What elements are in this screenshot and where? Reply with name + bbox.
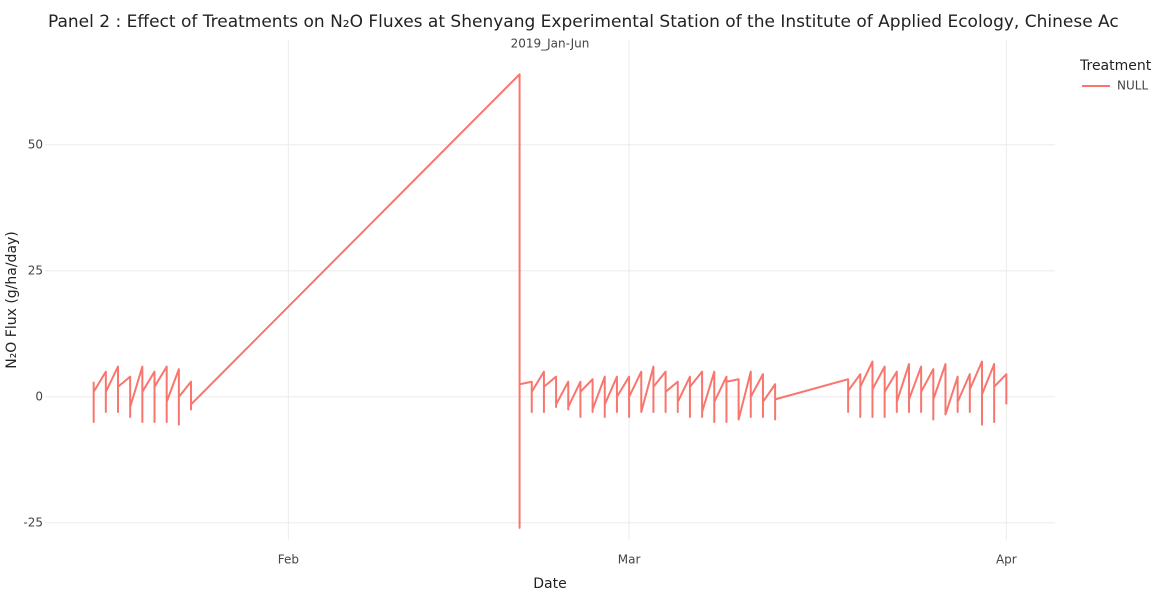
x-axis-title: Date — [533, 576, 566, 590]
chart-title: Panel 2 : Effect of Treatments on N₂O Fl… — [48, 12, 1119, 32]
chart-subtitle: 2019_Jan-Jun — [511, 37, 590, 51]
legend-label: NULL — [1117, 79, 1148, 93]
y-tick-label: -25 — [23, 515, 43, 529]
legend-title: Treatment — [1079, 58, 1152, 74]
y-tick-label: 25 — [28, 263, 43, 277]
y-tick-label: 0 — [35, 389, 43, 403]
x-tick-label: Feb — [278, 553, 299, 567]
y-axis-title: N₂O Flux (g/ha/day) — [4, 231, 20, 369]
plot — [92, 73, 1008, 529]
grid: -25 0 25 50 Feb Mar Apr — [23, 40, 1055, 567]
y-tick-label: 50 — [28, 137, 43, 151]
x-tick-label: Mar — [618, 553, 641, 567]
legend: Treatment NULL — [1079, 58, 1152, 93]
data-line — [92, 73, 1008, 529]
x-tick-label: Apr — [996, 553, 1017, 567]
